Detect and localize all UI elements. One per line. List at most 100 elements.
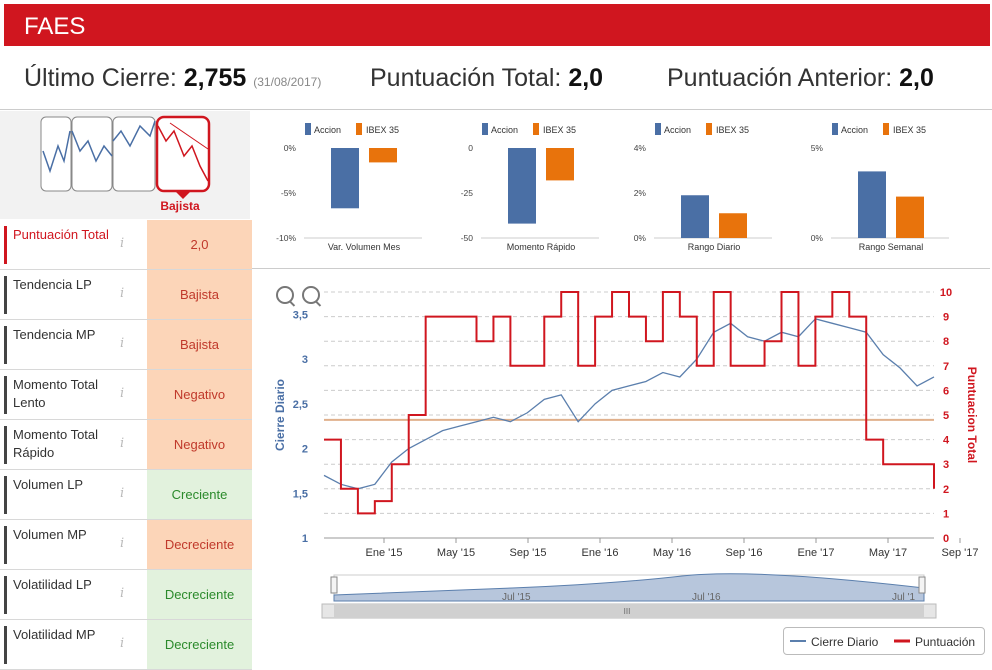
- navigator-handle-right[interactable]: [918, 576, 926, 594]
- zoom-in-icon[interactable]: [276, 286, 294, 304]
- legend-swatch-ibex: [883, 123, 889, 135]
- prev-score-label: Puntuación Anterior:: [667, 64, 893, 92]
- indicator-name: Volumen MP: [4, 526, 114, 564]
- info-icon[interactable]: i: [120, 386, 125, 401]
- indicator-row: Puntuación Total i 2,0: [0, 220, 252, 270]
- trend-icons: [40, 115, 211, 199]
- mini-charts: Accion IBEX 350%-5%-10%Var. Volumen MesAc…: [276, 123, 949, 252]
- prev-score-stat: Puntuación Anterior: 2,0: [667, 64, 934, 93]
- last-close-label: Último Cierre:: [24, 64, 177, 92]
- last-close-stat: Último Cierre: 2,755 (31/08/2017): [24, 64, 321, 93]
- legend-label-ibex: IBEX 35: [366, 125, 399, 135]
- trend-flat-icon[interactable]: [112, 116, 156, 192]
- navigator-handle-left[interactable]: [330, 576, 338, 594]
- y2-tick-label: 5: [943, 410, 949, 422]
- indicator-name: Puntuación Total: [4, 226, 114, 264]
- indicator-row: Momento Total Lento i Negativo: [0, 370, 252, 420]
- y-tick-label: 2%: [634, 188, 647, 198]
- score-series-line: [324, 291, 935, 515]
- indicator-value: Bajista: [147, 320, 252, 369]
- y2-tick-label: 3: [943, 459, 949, 471]
- indicator-value: Decreciente: [147, 520, 252, 569]
- info-icon[interactable]: i: [120, 436, 125, 451]
- legend-score-label[interactable]: Puntuación: [915, 635, 976, 649]
- info-icon[interactable]: i: [120, 486, 125, 501]
- y-tick-label: 2: [302, 444, 308, 456]
- bar-accion: [331, 148, 359, 209]
- x-tick-label: Sep '15: [510, 547, 547, 559]
- navigator-scroll-thumb[interactable]: [334, 605, 924, 617]
- indicator-row: Tendencia LP i Bajista: [0, 270, 252, 320]
- y-tick-label: 0%: [284, 143, 297, 153]
- navigator-label: Jul '1: [892, 592, 915, 603]
- x-tick-label: May '15: [437, 547, 475, 559]
- legend-swatch-ibex: [533, 123, 539, 135]
- indicator-row: Volatilidad LP i Decreciente: [0, 570, 252, 620]
- mini-chart: Accion IBEX 35 4% 2% 0% Rango Diario: [634, 123, 772, 252]
- navigator-label: Jul '16: [692, 592, 721, 603]
- trend-down-icon[interactable]: [155, 115, 211, 199]
- bar-ibex: [719, 213, 747, 238]
- main-chart: 0 1 2 3 4 5 6 7 8 9 10 1 1,5 2 2,5 3 3,5 Ene '15 May '15 Se…: [273, 287, 979, 619]
- bar-accion: [858, 171, 886, 238]
- y2-axis-label: Puntuacion Total: [965, 367, 979, 463]
- indicator-name: Tendencia LP: [4, 276, 114, 314]
- mini-chart-title: Rango Diario: [688, 242, 741, 252]
- indicator-row: Momento Total Rápido i Negativo: [0, 420, 252, 470]
- info-icon[interactable]: i: [120, 586, 125, 601]
- bar-ibex: [369, 148, 397, 163]
- mini-chart: Accion IBEX 35 0% -5% -10% Var. Volumen Mes: [276, 123, 422, 252]
- info-icon[interactable]: i: [120, 536, 125, 551]
- trend-selected-label: Bajista: [160, 199, 200, 213]
- x-tick-label: Sep '16: [726, 547, 763, 559]
- legend-swatch-ibex: [356, 123, 362, 135]
- total-score-value: 2,0: [568, 64, 604, 92]
- y-axis-label: Cierre Diario: [273, 379, 287, 451]
- x-tick-label: Sep '17: [942, 547, 979, 559]
- legend-label-ibex: IBEX 35: [716, 125, 749, 135]
- y2-tick-label: 6: [943, 385, 949, 397]
- y-tick-label: 0: [468, 143, 473, 153]
- trend-mixed-icon[interactable]: [71, 116, 113, 192]
- y-tick-label: 3,5: [293, 309, 308, 321]
- y-tick-label: 4%: [634, 143, 647, 153]
- total-score-label: Puntuación Total:: [370, 64, 562, 92]
- y2-tick-label: 4: [943, 435, 950, 447]
- info-icon[interactable]: i: [120, 336, 125, 351]
- stats-bar: Último Cierre: 2,755 (31/08/2017) Puntua…: [0, 46, 992, 110]
- bar-ibex: [896, 196, 924, 238]
- mini-chart-title: Rango Semanal: [859, 242, 924, 252]
- y-tick-label: -50: [461, 233, 474, 243]
- y-tick-label: -25: [461, 188, 474, 198]
- y-tick-label: -5%: [281, 188, 297, 198]
- y2-tick-label: 7: [943, 361, 949, 373]
- bar-accion: [681, 195, 709, 238]
- zoom-out-icon[interactable]: [302, 286, 320, 304]
- mini-chart-title: Var. Volumen Mes: [328, 242, 401, 252]
- info-icon[interactable]: i: [120, 236, 125, 251]
- section-divider: [252, 268, 990, 269]
- info-icon[interactable]: i: [120, 286, 125, 301]
- x-tick-label: May '17: [869, 547, 907, 559]
- trend-up-icon[interactable]: [40, 116, 72, 192]
- indicator-name: Volatilidad MP: [4, 626, 114, 664]
- y2-tick-label: 0: [943, 533, 949, 545]
- y2-tick-label: 1: [943, 508, 949, 520]
- indicator-value: Negativo: [147, 370, 252, 419]
- y2-tick-label: 9: [943, 312, 949, 324]
- indicator-row: Volatilidad MP i Decreciente: [0, 620, 252, 670]
- navigator: Jul '15 Jul '16 Jul '1 III: [321, 573, 937, 619]
- indicator-name: Momento Total Rápido: [4, 426, 114, 464]
- legend-swatch-ibex: [706, 123, 712, 135]
- info-icon[interactable]: i: [120, 636, 125, 651]
- legend-swatch-accion: [832, 123, 838, 135]
- scroll-grip-icon: III: [624, 607, 631, 616]
- prev-score-value: 2,0: [899, 64, 934, 92]
- x-tick-label: Ene '15: [366, 547, 403, 559]
- legend-price-label[interactable]: Cierre Diario: [811, 635, 879, 649]
- y2-tick-label: 2: [943, 484, 949, 496]
- navigator-label: Jul '15: [502, 592, 531, 603]
- indicator-name: Momento Total Lento: [4, 376, 114, 414]
- indicator-value: Creciente: [147, 470, 252, 519]
- total-score-stat: Puntuación Total: 2,0: [370, 64, 603, 93]
